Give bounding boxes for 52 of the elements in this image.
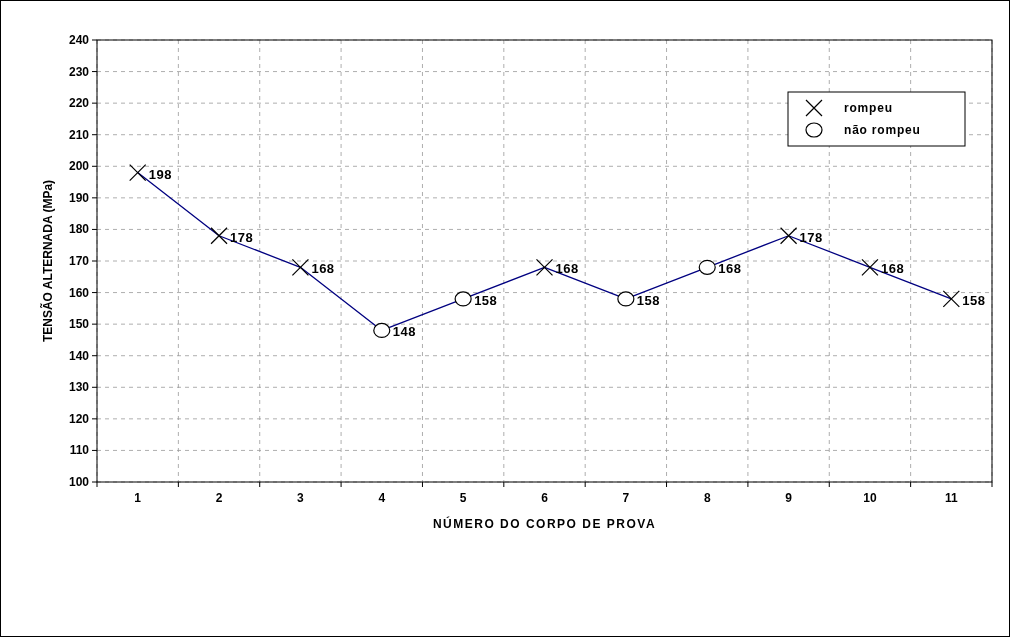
point xyxy=(129,164,147,182)
data-label: 148 xyxy=(392,324,416,340)
x-tick-label: 7 xyxy=(622,491,630,505)
point xyxy=(698,259,716,275)
x-tick-label: 6 xyxy=(541,491,549,505)
x-tick-label: 1 xyxy=(134,491,142,505)
y-axis-title: TENSÃO ALTERNADA (MPa) xyxy=(40,179,55,343)
point xyxy=(779,227,798,245)
y-tick-label: 140 xyxy=(68,348,90,363)
data-label: 168 xyxy=(880,261,905,277)
x-tick-label: 5 xyxy=(459,491,467,505)
point xyxy=(210,227,228,245)
data-label: 168 xyxy=(555,261,579,277)
data-label: 168 xyxy=(718,261,742,277)
y-tick-label: 100 xyxy=(68,475,90,489)
x-tick-label: 3 xyxy=(297,491,305,505)
x-tick-label: 4 xyxy=(378,491,386,505)
x-tick-label: 8 xyxy=(703,491,711,505)
data-label: 158 xyxy=(474,292,498,308)
x-tick-label: 10 xyxy=(863,491,877,505)
point xyxy=(535,258,554,276)
point xyxy=(454,291,472,307)
point xyxy=(617,291,635,307)
y-tick-label: 150 xyxy=(68,317,90,332)
data-label: 178 xyxy=(799,229,823,245)
point xyxy=(373,322,391,339)
point xyxy=(942,290,960,308)
y-tick-label: 110 xyxy=(69,443,90,458)
legend-label: rompeu xyxy=(844,101,893,115)
data-label: 158 xyxy=(636,292,661,308)
y-tick-label: 200 xyxy=(68,159,90,174)
data-label: 168 xyxy=(311,261,335,277)
y-tick-label: 220 xyxy=(68,96,90,111)
point xyxy=(861,258,879,276)
point xyxy=(291,258,310,276)
y-tick-label: 170 xyxy=(68,254,90,268)
x-axis-title: NÚMERO DO CORPO DE PROVA xyxy=(432,516,657,531)
y-tick-label: 190 xyxy=(68,190,90,205)
data-label: 198 xyxy=(148,166,172,182)
legend-label: não rompeu xyxy=(844,123,921,137)
x-tick-label: 9 xyxy=(785,491,793,505)
y-tick-label: 180 xyxy=(68,222,90,237)
y-tick-label: 120 xyxy=(68,411,90,426)
data-label: 178 xyxy=(230,229,254,245)
y-tick-label: 240 xyxy=(68,33,90,47)
x-tick-label: 11 xyxy=(944,491,958,505)
y-tick-label: 130 xyxy=(68,380,90,395)
y-tick-label: 160 xyxy=(68,285,90,300)
y-tick-label: 230 xyxy=(68,64,90,79)
x-tick-label: 2 xyxy=(215,491,223,505)
data-label: 158 xyxy=(962,292,986,308)
y-tick-label: 210 xyxy=(68,127,90,142)
